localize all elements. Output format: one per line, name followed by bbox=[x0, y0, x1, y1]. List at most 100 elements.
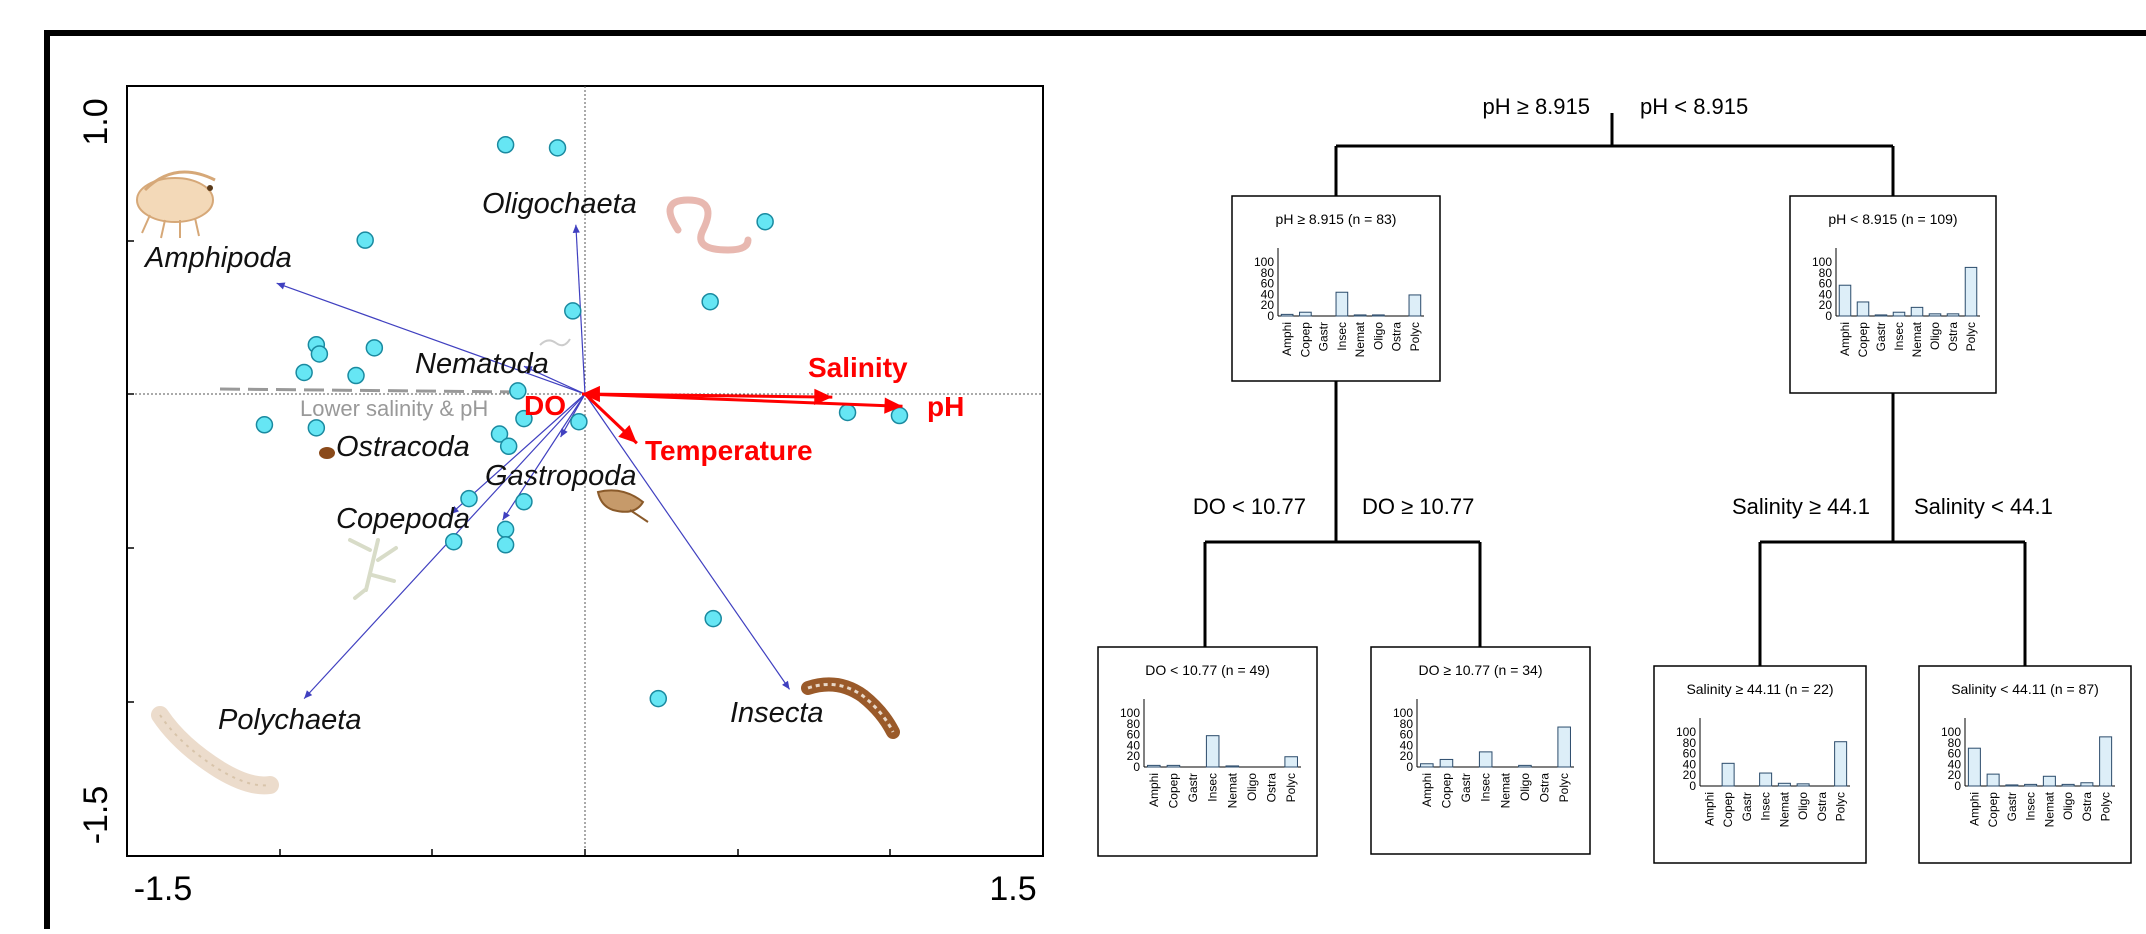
site-point bbox=[570, 412, 588, 431]
node-bar-gastr bbox=[2005, 784, 2019, 787]
node-y-tick-label: 20 bbox=[1261, 298, 1275, 312]
species-arrow-copepoda-head bbox=[450, 505, 460, 515]
node-category-label: Polyc bbox=[1284, 773, 1298, 802]
node-category-label: Copep bbox=[1166, 773, 1180, 809]
species-labels: Oligochaeta Amphipoda Nematoda Ostracoda… bbox=[143, 188, 824, 736]
node-bar-copep bbox=[1856, 301, 1870, 317]
node-y-tick-label: 100 bbox=[1254, 255, 1274, 269]
node-bar-gastr bbox=[1874, 314, 1888, 317]
node-title: DO < 10.77 (n = 49) bbox=[1145, 662, 1270, 678]
node-category-label: Polyc bbox=[1408, 322, 1422, 351]
env-arrow-temperature bbox=[583, 392, 638, 445]
node-bar-insec bbox=[1335, 291, 1349, 317]
label-salinity: Salinity bbox=[808, 352, 908, 383]
node-category-label: Nemat bbox=[1225, 772, 1239, 808]
species-arrow-nematoda-head bbox=[523, 366, 533, 373]
node-bar-copep bbox=[1721, 762, 1735, 787]
node-category-label: Oligo bbox=[1796, 792, 1810, 820]
label-do: DO bbox=[524, 390, 566, 421]
node-y-tick-label: 0 bbox=[1267, 309, 1274, 323]
node-category-label: Oligo bbox=[1928, 322, 1942, 350]
gradient-dashed-line bbox=[219, 387, 521, 394]
node-bar-amphi bbox=[1838, 284, 1852, 317]
node-y-tick-label: 40 bbox=[1261, 287, 1275, 301]
node-category-label: Oligo bbox=[1518, 773, 1532, 801]
node-bar-nemat bbox=[1910, 306, 1924, 317]
node-category-label: Copep bbox=[1856, 322, 1870, 358]
node-y-tick-label: 40 bbox=[1683, 757, 1697, 771]
site-point bbox=[310, 345, 329, 363]
node-y-tick-label: 60 bbox=[1261, 277, 1275, 291]
label-insecta: Insecta bbox=[730, 697, 824, 729]
node-category-label: Copep bbox=[1986, 792, 2000, 828]
node-category-label: Nemat bbox=[2042, 791, 2056, 827]
split-root-left: pH ≥ 8.915 bbox=[1483, 94, 1590, 119]
node-bar-oligo bbox=[1928, 313, 1942, 317]
node-category-label: Nemat bbox=[1777, 791, 1791, 827]
node-category-label: Amphi bbox=[1420, 773, 1434, 807]
split-labels: pH ≥ 8.915 pH < 8.915 DO < 10.77 DO ≥ 10… bbox=[1193, 94, 2053, 519]
site-point bbox=[496, 536, 515, 554]
node-y-tick-label: 100 bbox=[1676, 725, 1696, 739]
node-y-tick-label: 60 bbox=[1819, 277, 1833, 291]
node-category-label: Ostra bbox=[1265, 773, 1279, 803]
node-bar-oligo bbox=[1518, 764, 1532, 768]
node-bar-amphi bbox=[1420, 763, 1434, 768]
node-category-label: Copep bbox=[1439, 773, 1453, 809]
node-category-label: Gastr bbox=[1459, 773, 1473, 802]
env-arrow-temperature-head bbox=[618, 424, 637, 444]
site-point bbox=[347, 366, 365, 385]
label-oligochaeta: Oligochaeta bbox=[482, 188, 637, 220]
nematode-illustration bbox=[539, 338, 571, 347]
node-bar-copep bbox=[1166, 764, 1181, 768]
node-y-tick-label: 60 bbox=[1400, 728, 1414, 742]
node-bar-polyc bbox=[2099, 736, 2113, 787]
site-point bbox=[496, 520, 515, 539]
node-y-tick-label: 20 bbox=[1948, 768, 1962, 782]
species-arrow-gastropoda-head bbox=[502, 511, 510, 521]
node-category-label: Insec bbox=[2024, 792, 2038, 821]
node-category-label: Amphi bbox=[1702, 792, 1716, 826]
node-bar-insec bbox=[1478, 751, 1493, 768]
species-arrow-insecta-shaft bbox=[584, 393, 791, 690]
node-title: Salinity ≥ 44.11 (n = 22) bbox=[1686, 681, 1833, 697]
site-point bbox=[701, 292, 719, 311]
site-point bbox=[490, 425, 509, 443]
node-y-tick-label: 80 bbox=[1948, 736, 1962, 750]
node-bar-polyc bbox=[1834, 741, 1848, 787]
node-category-label: Insec bbox=[1892, 322, 1906, 351]
node-y-tick-label: 40 bbox=[1819, 287, 1833, 301]
node-bar-polyc bbox=[1964, 266, 1978, 317]
node-category-label: Amphi bbox=[1967, 792, 1981, 826]
species-arrow-polychaeta bbox=[303, 393, 586, 700]
node-category-label: Ostra bbox=[1538, 773, 1552, 803]
node-bar-amphi bbox=[1280, 313, 1294, 317]
node-box bbox=[1370, 646, 1591, 855]
node-bar-nemat bbox=[1353, 314, 1367, 317]
node-category-label: Gastr bbox=[2005, 792, 2019, 821]
species-arrow-insecta bbox=[584, 393, 791, 690]
node-category-label: Insec bbox=[1759, 792, 1773, 821]
node-bar-ostra bbox=[1946, 313, 1960, 317]
label-ostracoda: Ostracoda bbox=[336, 431, 470, 463]
node-category-label: Ostra bbox=[2080, 792, 2094, 822]
site-point bbox=[548, 139, 567, 157]
node-y-tick-label: 0 bbox=[1406, 760, 1413, 774]
node-y-tick-label: 100 bbox=[1393, 706, 1413, 720]
node-category-label: Gastr bbox=[1186, 773, 1200, 802]
split-root-right: pH < 8.915 bbox=[1640, 94, 1748, 119]
site-point bbox=[704, 609, 722, 628]
site-points bbox=[255, 136, 909, 708]
site-point bbox=[564, 302, 582, 320]
split-left-right: DO ≥ 10.77 bbox=[1362, 494, 1474, 519]
node-box bbox=[1231, 195, 1441, 382]
node-box bbox=[1789, 195, 1997, 394]
node-bar-copep bbox=[1986, 773, 2000, 787]
split-right-right: Salinity < 44.1 bbox=[1914, 494, 2053, 519]
node-category-label: Gastr bbox=[1874, 322, 1888, 351]
node-category-label: Copep bbox=[1721, 792, 1735, 828]
node-bar-oligo bbox=[1372, 314, 1385, 317]
env-arrow-ph-head bbox=[884, 397, 903, 414]
gastropod-illustration bbox=[596, 489, 649, 523]
